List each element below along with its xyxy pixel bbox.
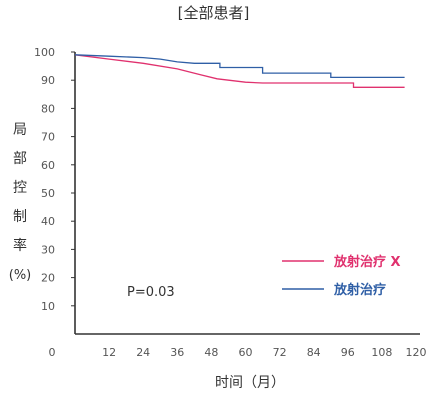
y-axis-label-char: 率: [13, 238, 27, 254]
y-tick-label: 50: [41, 187, 55, 200]
x-tick-label: 72: [273, 346, 287, 359]
y-tick-label: 60: [41, 159, 55, 172]
chart-title: [全部患者]: [177, 4, 250, 22]
y-tick-label: 70: [41, 131, 55, 144]
legend-label-1: 放射治疗 X: [333, 254, 401, 270]
legend-label-2: 放射治疗: [333, 282, 386, 298]
x-tick-label: 108: [371, 346, 392, 359]
y-axis-label-char: 部: [13, 151, 27, 167]
y-axis-label: 局 部 控 制 率 (%): [6, 116, 34, 290]
y-axis-label-char: 制: [13, 209, 27, 225]
y-tick-label: 80: [41, 102, 55, 115]
y-tick-label: 40: [41, 215, 55, 228]
x-tick-label: 0: [49, 346, 56, 359]
y-tick-label: 10: [41, 300, 55, 313]
series-line-2: [74, 54, 405, 79]
x-tick-label: 60: [239, 346, 253, 359]
x-tick-label: 12: [102, 346, 116, 359]
x-tick-label: 120: [406, 346, 427, 359]
x-tick-label: 48: [204, 346, 218, 359]
x-axis-label: 时间（月）: [215, 375, 285, 391]
series-line-1: [74, 54, 405, 88]
y-tick-label: 20: [41, 272, 55, 285]
x-tick-label: 84: [307, 346, 321, 359]
p-value-annotation: P=0.03: [127, 285, 175, 300]
y-axis-label-char: 控: [13, 180, 27, 196]
y-tick-label: 30: [41, 243, 55, 256]
x-tick-label: 96: [341, 346, 355, 359]
y-axis-unit: (%): [8, 268, 32, 283]
y-tick-label: 90: [41, 74, 55, 87]
x-tick-label: 36: [170, 346, 184, 359]
y-tick-label: 100: [34, 46, 55, 59]
y-axis-label-char: 局: [13, 122, 27, 138]
x-tick-label: 24: [136, 346, 150, 359]
